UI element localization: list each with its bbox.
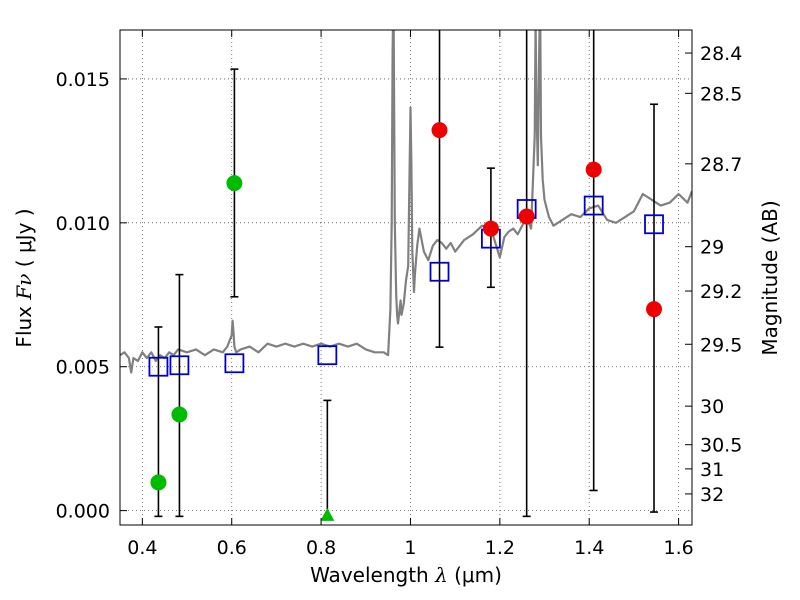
observed-point-red (585, 161, 602, 178)
right-tick-label: 31 (700, 459, 724, 481)
right-axis-title: Magnitude (AB) (758, 200, 782, 355)
upper-limit-triangle (320, 507, 335, 521)
right-tick-label: 28.4 (700, 43, 742, 65)
spectrum-line (120, 30, 692, 374)
observed-point-green (150, 474, 167, 491)
y-axis-title: Flux Fν ( μJy ) (12, 208, 36, 347)
model-flux-box (644, 214, 664, 235)
grid (120, 30, 692, 525)
x-tick-label: 1.4 (574, 537, 604, 559)
model-flux-box (429, 261, 450, 282)
observed-point-red (431, 122, 448, 139)
right-tick-label: 28.5 (700, 83, 742, 105)
axes: 0.4 0.6 0.8 1 1.2 1.4 1.6 0.000 0.005 0.010 0.015 2… (56, 30, 742, 559)
model-flux-box (317, 345, 338, 366)
right-tick-label: 30 (700, 396, 724, 418)
observed-point-green (226, 175, 243, 192)
model-flux-box (169, 355, 190, 376)
model-flux-box (148, 356, 169, 377)
x-axis-title: Wavelength λ (μm) (310, 563, 502, 587)
x-tick-label: 1.6 (663, 537, 693, 559)
y-tick-label: 0.000 (56, 501, 110, 523)
observed-point-red (518, 208, 535, 225)
model-flux-box (583, 195, 604, 216)
x-tick-label: 1 (404, 537, 416, 559)
model-flux-box (224, 353, 245, 374)
observed-point-green (171, 406, 188, 423)
x-tick-label: 1.2 (485, 537, 515, 559)
right-tick-label: 32 (700, 484, 724, 506)
right-tick-label: 28.7 (700, 154, 742, 176)
x-tick-label: 0.4 (127, 537, 157, 559)
observed-point-red (646, 301, 663, 318)
observed-point-red (482, 220, 499, 237)
right-tick-label: 29.5 (700, 334, 742, 356)
plot-frame (119, 29, 693, 526)
data-layer (120, 30, 692, 521)
right-tick-label: 29.2 (700, 281, 742, 303)
y-tick-label: 0.010 (56, 213, 110, 235)
x-tick-label: 0.8 (306, 537, 336, 559)
right-tick-label: 29 (700, 237, 724, 259)
right-tick-label: 30.5 (700, 435, 742, 457)
y-tick-label: 0.015 (56, 69, 110, 91)
y-tick-label: 0.005 (56, 357, 110, 379)
x-tick-label: 0.6 (217, 537, 247, 559)
